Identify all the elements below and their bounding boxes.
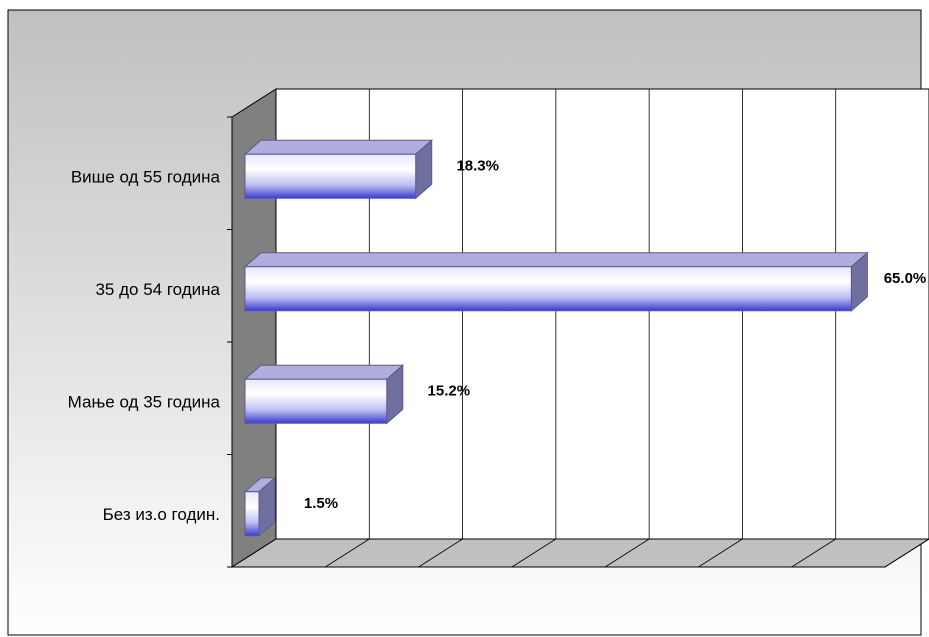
- category-label: Мање од 35 година: [68, 392, 221, 411]
- value-label: 18.3%: [456, 157, 499, 174]
- floor-gridline: [418, 538, 463, 568]
- bar: [244, 153, 417, 199]
- bar-top-face: [243, 139, 434, 155]
- floor-gridline: [325, 538, 370, 568]
- floor-gridline: [884, 538, 929, 568]
- floor-gridline: [604, 538, 650, 568]
- value-label: 15.2%: [428, 382, 471, 399]
- floor-gridline: [698, 538, 743, 568]
- category-label: Без из.о годин.: [103, 505, 220, 524]
- value-label: 65.0%: [884, 270, 927, 287]
- bar: [244, 378, 388, 424]
- floor-gridline: [791, 538, 836, 568]
- value-label: 1.5%: [304, 495, 338, 512]
- bar: [244, 266, 852, 312]
- bar: [244, 491, 260, 537]
- floor-gridline: [511, 538, 557, 568]
- bar-top-face: [243, 252, 869, 268]
- plot-floor: [230, 538, 929, 568]
- category-label: 35 до 54 година: [95, 280, 220, 299]
- category-label: Више од 55 година: [71, 167, 221, 186]
- bar-top-face: [243, 364, 405, 380]
